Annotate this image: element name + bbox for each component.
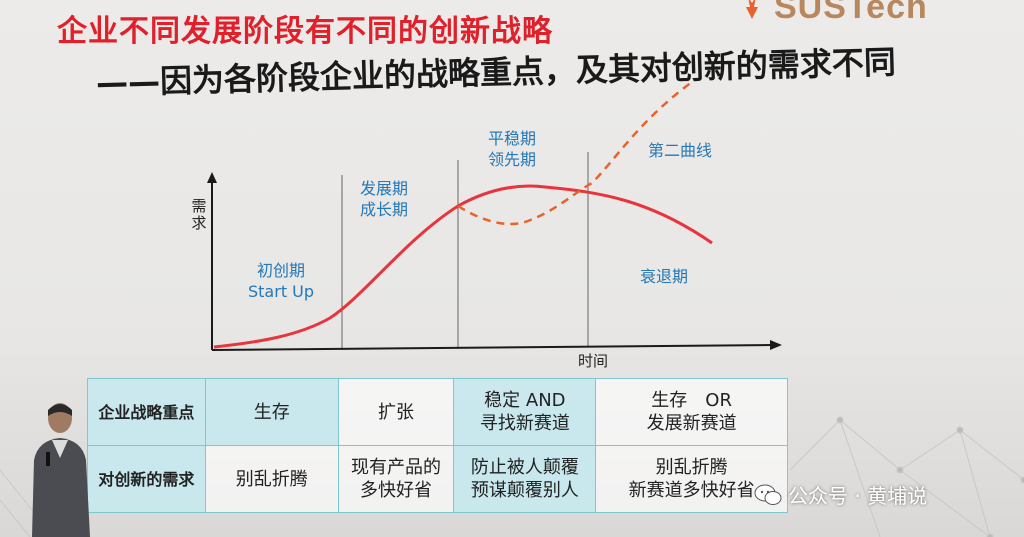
stage-label-second-curve: 第二曲线 xyxy=(648,141,713,160)
watermark: 公众号 · 黄埔说 xyxy=(754,480,927,509)
stage-label-startup: 初创期 Start Up xyxy=(248,261,315,301)
x-axis-label: 时间 xyxy=(578,352,609,370)
table-row-strategy: 企业战略重点 生存 扩张 稳定 AND 寻找新赛道 生存 OR 发展新赛道 xyxy=(87,378,788,446)
table-cell: 稳定 AND 寻找新赛道 xyxy=(453,378,597,446)
watermark-text: 公众号 · 黄埔说 xyxy=(788,484,928,508)
sustech-logo: SUSTech xyxy=(738,0,928,26)
x-axis xyxy=(211,344,773,351)
table-cell: 别乱折腾 xyxy=(204,445,339,513)
table-row-innovation: 对创新的需求 别乱折腾 现有产品的 多快好省 防止被人颠覆 预谋颠覆别人 别乱折… xyxy=(87,445,788,513)
table-cell: 生存 xyxy=(204,378,339,446)
table-cell: 防止被人颠覆 预谋颠覆别人 xyxy=(453,445,597,513)
lifecycle-curve xyxy=(213,184,713,349)
presenter-figure xyxy=(32,403,90,537)
logo-text: SUSTech xyxy=(774,0,928,26)
row-header-strategy: 企业战略重点 xyxy=(87,378,206,446)
slide-title: 企业不同发展阶段有不同的创新战略 xyxy=(57,14,553,49)
second-curve-dashed xyxy=(457,80,693,226)
table-cell: 别乱折腾 新赛道多快好省 xyxy=(595,445,788,513)
sustech-emblem-icon xyxy=(746,0,758,19)
y-axis-arrow xyxy=(207,172,217,183)
stage-label-growth: 发展期 成长期 xyxy=(360,179,409,219)
table-cell: 扩张 xyxy=(337,378,455,446)
table-cell: 现有产品的 多快好省 xyxy=(337,445,455,513)
y-axis-label: 需求 xyxy=(191,197,207,232)
stage-label-mature: 平稳期 领先期 xyxy=(488,129,537,169)
row-header-innovation: 对创新的需求 xyxy=(87,445,206,513)
x-axis-arrow xyxy=(770,340,782,350)
stage-label-decline: 衰退期 xyxy=(640,267,689,286)
strategy-table: 企业战略重点 生存 扩张 稳定 AND 寻找新赛道 生存 OR 发展新赛道 对创… xyxy=(87,378,788,513)
table-cell: 生存 OR 发展新赛道 xyxy=(595,378,788,446)
wechat-icon xyxy=(754,484,782,505)
